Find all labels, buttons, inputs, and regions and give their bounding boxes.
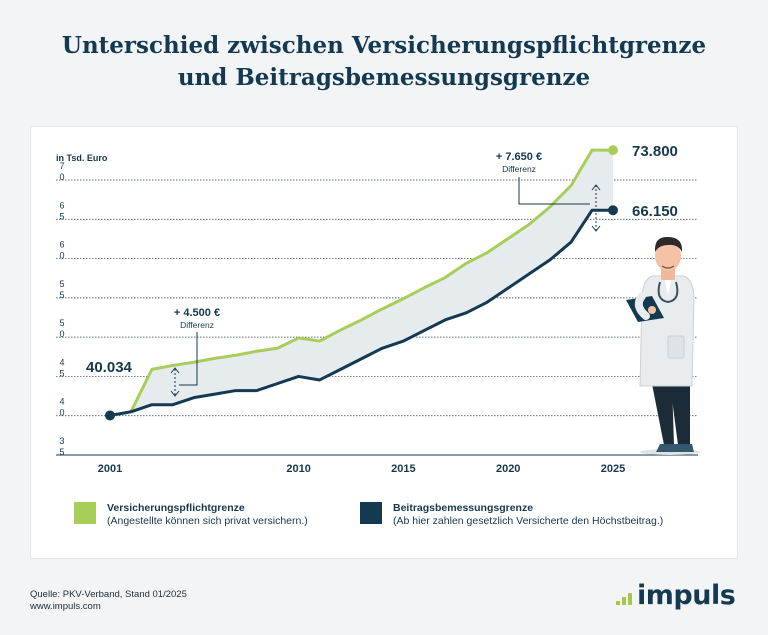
legend-desc: (Angestellte können sich privat versiche… bbox=[107, 515, 308, 527]
doctor-coat bbox=[639, 275, 695, 387]
legend-item-beitragsbemessungsgrenze: Beitragsbemessungsgrenze (Ab hier zahlen… bbox=[360, 502, 663, 528]
end-navy-label: 66.150 bbox=[632, 203, 678, 220]
stethoscope-icon bbox=[657, 281, 679, 304]
doctor-hand bbox=[648, 306, 656, 314]
legend-item-versicherungspflichtgrenze: Versicherungspflichtgrenze (Angestellte … bbox=[74, 502, 308, 528]
x-tick-label: 2010 bbox=[286, 463, 310, 475]
x-tick-label: 2015 bbox=[391, 463, 415, 475]
title-line-2: und Beitragsbemessungsgrenze bbox=[177, 64, 591, 91]
diff-annotation-2025: + 7.650 € Differenz bbox=[496, 151, 601, 232]
diff-2001-label: Differenz bbox=[180, 320, 214, 330]
start-value-label: 40.034 bbox=[86, 359, 133, 376]
diff-2025-label: Differenz bbox=[502, 164, 536, 174]
doctor-pocket bbox=[667, 335, 685, 359]
impuls-logo[interactable]: impuls bbox=[616, 580, 736, 611]
doctor-face bbox=[655, 241, 681, 271]
end-dot-navy bbox=[608, 205, 618, 216]
end-dots bbox=[105, 145, 618, 421]
chart-title: Unterschied zwischen Versicherungspflich… bbox=[0, 30, 768, 94]
doctor-collar bbox=[664, 276, 672, 296]
series-lines bbox=[109, 148, 613, 418]
legend-name: Beitragsbemessungsgrenze bbox=[393, 502, 534, 514]
diff-2001-value: + 4.500 € bbox=[174, 307, 220, 319]
doctor-mouth bbox=[661, 265, 675, 269]
end-green-label: 73.800 bbox=[632, 143, 678, 160]
end-dot-green bbox=[608, 145, 618, 156]
logo-text: impuls bbox=[637, 580, 736, 611]
diff-2025-arrowheads bbox=[591, 184, 601, 232]
diff-2001-leader bbox=[179, 332, 198, 386]
x-tick-label: 2025 bbox=[601, 463, 625, 475]
legend-swatch-green bbox=[74, 502, 96, 524]
legend-desc: (Ab hier zahlen gesetzlich Versicherte d… bbox=[393, 515, 664, 527]
doctor-leg-left bbox=[652, 384, 674, 445]
doctor-illustration bbox=[626, 236, 700, 455]
doctor-shoe-right bbox=[672, 444, 694, 452]
source-note: Quelle: PKV-Verband, Stand 01/2025 www.i… bbox=[30, 589, 187, 613]
unit-label: in Tsd. Euro bbox=[56, 153, 108, 163]
legend-swatch-navy bbox=[360, 502, 382, 524]
diff-annotation-2001: + 4.500 € Differenz bbox=[170, 307, 220, 397]
x-tick-label: 2020 bbox=[496, 463, 520, 475]
series-line-versicherungspflichtgrenze bbox=[109, 148, 613, 418]
website-link[interactable]: www.impuls.com bbox=[30, 601, 101, 612]
doctor-arm bbox=[634, 292, 650, 320]
doctor-neck bbox=[661, 268, 675, 280]
doctor-leg-right bbox=[670, 384, 690, 445]
diff-2025-leader bbox=[518, 177, 590, 205]
legend-name: Versicherungspflichtgrenze bbox=[107, 502, 245, 514]
doctor-shoe-left bbox=[656, 444, 678, 452]
difference-area bbox=[110, 150, 613, 416]
source-text: Quelle: PKV-Verband, Stand 01/2025 bbox=[30, 589, 187, 600]
diff-2025-value: + 7.650 € bbox=[496, 151, 542, 163]
y-axis-ticks: 3 5 4 0 4 5 5 0 5 5 6 0 6 5 7 0 bbox=[59, 161, 64, 457]
x-axis-ticks: 2001 2010 2015 2020 2025 bbox=[98, 463, 625, 475]
doctor-hair bbox=[654, 236, 683, 252]
start-dot bbox=[105, 410, 115, 421]
series-line-beitragsbemessungsgrenze bbox=[109, 208, 613, 417]
diff-2001-arrowheads bbox=[170, 367, 180, 397]
title-line-1: Unterschied zwischen Versicherungspflich… bbox=[61, 32, 707, 59]
logo-bars-icon bbox=[616, 593, 634, 605]
x-tick-label: 2001 bbox=[98, 463, 122, 475]
